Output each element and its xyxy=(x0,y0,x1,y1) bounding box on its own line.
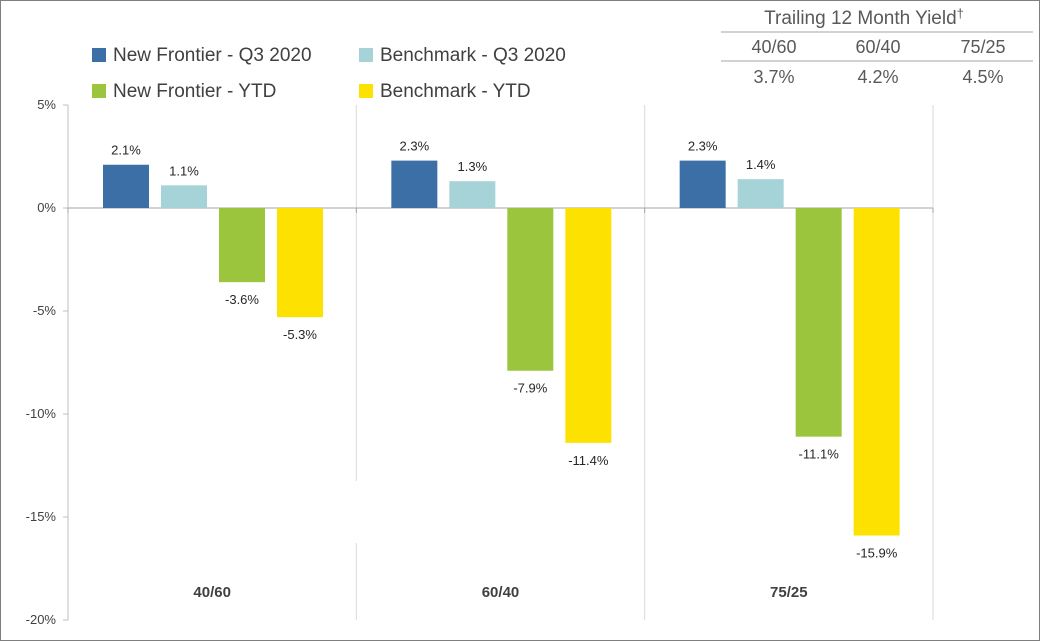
bar-benchmark-q3-2020-60-40 xyxy=(449,181,496,208)
bar-benchmark-ytd-60-40 xyxy=(565,208,612,443)
yield-header-40-60: 40/60 xyxy=(751,37,796,57)
data-label-benchmark-q3-2020-60-40: 1.3% xyxy=(458,159,488,174)
data-label-new-frontier-ytd-60-40: -7.9% xyxy=(513,381,547,396)
legend-swatch-benchmark-ytd xyxy=(359,84,373,98)
bar-new-frontier-ytd-75-25 xyxy=(795,208,842,437)
legend-label-benchmark-q3-2020: Benchmark - Q3 2020 xyxy=(380,45,566,66)
y-tick-label: 0% xyxy=(37,200,56,215)
data-label-benchmark-ytd-75-25: -15.9% xyxy=(856,546,898,561)
y-tick-label: -15% xyxy=(26,509,57,524)
yield-value-60-40: 4.2% xyxy=(857,67,898,87)
yield-header-60-40: 60/40 xyxy=(855,37,900,57)
bar-benchmark-ytd-75-25 xyxy=(853,208,900,536)
chart-bars: 2.1% 2.3% 2.3% 1.1% 1.3% 1.4% -3.6% -7.9% -11.1%… xyxy=(103,139,900,561)
data-label-new-frontier-ytd-75-25: -11.1% xyxy=(799,447,840,462)
category-label-60-40: 60/40 xyxy=(482,584,520,601)
data-label-new-frontier-q3-2020-60-40: 2.3% xyxy=(400,139,430,154)
bar-new-frontier-ytd-40-60 xyxy=(219,208,265,283)
yield-table-title: Trailing 12 Month Yield† xyxy=(764,6,964,29)
yield-header-75-25: 75/25 xyxy=(960,37,1005,57)
y-tick-label: 5% xyxy=(37,97,56,112)
data-label-benchmark-q3-2020-75-25: 1.4% xyxy=(746,157,776,172)
data-label-new-frontier-q3-2020-40-60: 2.1% xyxy=(111,143,141,158)
y-tick-label: -10% xyxy=(26,406,57,421)
data-label-benchmark-q3-2020-40-60: 1.1% xyxy=(169,163,199,178)
category-label-75-25: 75/25 xyxy=(770,584,808,601)
legend-swatch-new-frontier-ytd xyxy=(92,84,106,98)
legend-label-new-frontier-q3-2020: New Frontier - Q3 2020 xyxy=(113,45,312,66)
data-label-benchmark-ytd-40-60: -5.3% xyxy=(283,327,317,342)
legend-swatch-new-frontier-q3-2020 xyxy=(92,48,106,62)
legend-swatch-benchmark-q3-2020 xyxy=(359,48,373,62)
bar-new-frontier-q3-2020-60-40 xyxy=(391,160,438,208)
yield-value-75-25: 4.5% xyxy=(962,67,1003,87)
bar-benchmark-q3-2020-75-25 xyxy=(737,179,784,208)
bar-benchmark-q3-2020-40-60 xyxy=(161,185,207,208)
y-tick-label: -5% xyxy=(33,303,57,318)
bar-new-frontier-q3-2020-75-25 xyxy=(679,160,726,208)
legend-label-new-frontier-ytd: New Frontier - YTD xyxy=(113,81,276,102)
data-label-benchmark-ytd-60-40: -11.4% xyxy=(568,453,609,468)
bar-new-frontier-q3-2020-40-60 xyxy=(103,164,149,208)
yield-table: Trailing 12 Month Yield† 40/60 60/40 75/… xyxy=(721,6,1033,87)
legend-label-benchmark-ytd: Benchmark - YTD xyxy=(380,81,531,102)
y-tick-label: -20% xyxy=(26,612,57,627)
bar-new-frontier-ytd-60-40 xyxy=(507,208,554,371)
chart-legend: New Frontier - Q3 2020 Benchmark - Q3 202… xyxy=(92,45,566,102)
chart-axes: 5% 0% -5% -10% -15% -20% 40/60 60/40 75/25 xyxy=(26,97,934,627)
data-label-new-frontier-ytd-40-60: -3.6% xyxy=(225,292,259,307)
category-label-40-60: 40/60 xyxy=(193,584,231,601)
yield-value-40-60: 3.7% xyxy=(753,67,794,87)
data-label-new-frontier-q3-2020-75-25: 2.3% xyxy=(688,139,718,154)
bar-benchmark-ytd-40-60 xyxy=(277,208,323,318)
